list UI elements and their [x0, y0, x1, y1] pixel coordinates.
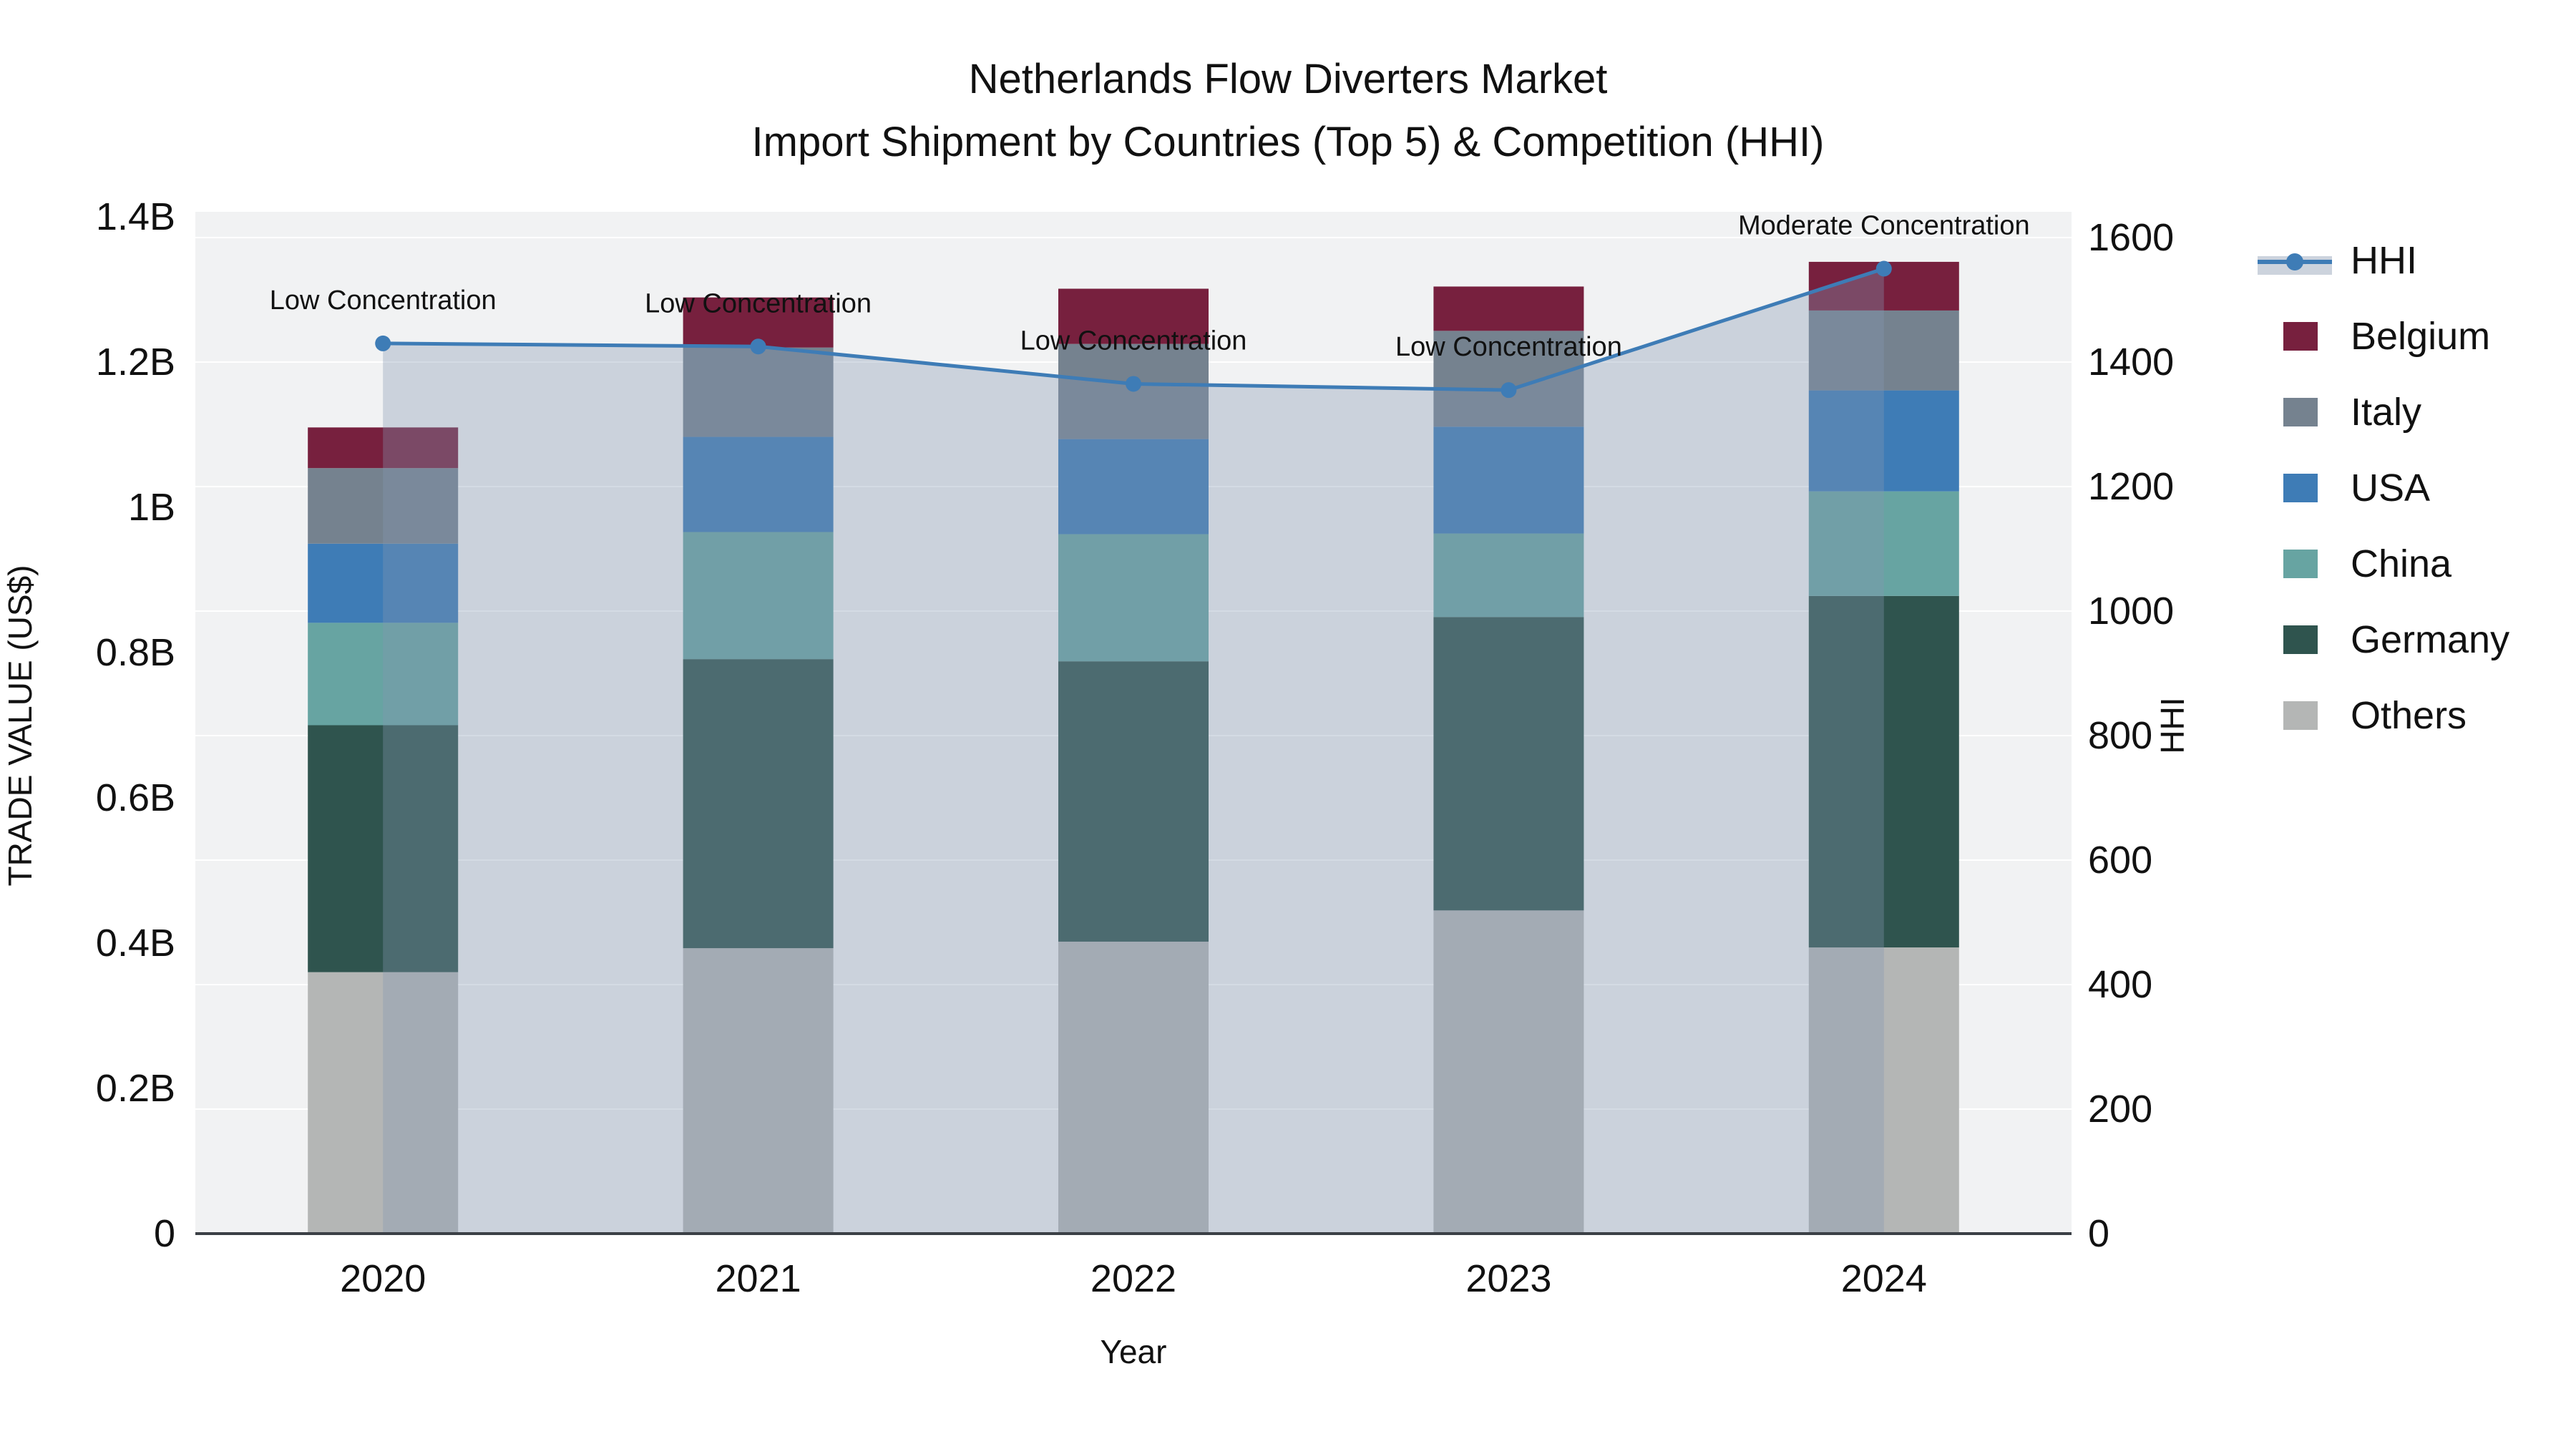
x-axis-title: Year: [1101, 1333, 1167, 1370]
hhi-line-layer: [375, 260, 1892, 399]
legend-label-china: China: [2351, 542, 2452, 585]
right-axis-tick-0: 0: [2088, 1212, 2109, 1255]
right-axis-tick-200: 200: [2088, 1088, 2152, 1131]
right-axis-tick-1600: 1600: [2088, 216, 2174, 259]
bar-segment-2020-italy[interactable]: [308, 468, 459, 544]
hhi-area-fill: [383, 268, 1884, 1234]
hhi-area-layer: [383, 268, 1884, 1234]
chart-title-line1: Netherlands Flow Diverters Market: [969, 56, 1608, 102]
right-y-axis-title: HHI: [2154, 697, 2191, 753]
legend-swatch-china: [2283, 550, 2318, 578]
right-axis-tick-1400: 1400: [2088, 341, 2174, 384]
hhi-marker-2021[interactable]: [750, 338, 766, 355]
annotation-2020: Low Concentration: [270, 286, 497, 316]
bar-segment-2023-italy[interactable]: [1433, 331, 1584, 427]
annotation-2024: Moderate Concentration: [1738, 211, 2030, 241]
legend-item-italy[interactable]: Italy: [2283, 391, 2421, 434]
bar-segment-2023-belgium[interactable]: [1433, 286, 1584, 331]
bar-segment-2024-china[interactable]: [1808, 491, 1959, 596]
left-axis-tick-0.2B: 0.2B: [96, 1067, 175, 1110]
bar-segment-2023-others[interactable]: [1433, 910, 1584, 1234]
legend-label-others: Others: [2351, 694, 2467, 737]
right-axis-tick-1200: 1200: [2088, 465, 2174, 508]
bar-segment-2021-china[interactable]: [683, 532, 834, 660]
legend-swatch-usa: [2283, 474, 2318, 502]
right-axis-tick-800: 800: [2088, 714, 2152, 757]
annotation-2023: Low Concentration: [1395, 332, 1622, 362]
legend-hhi-marker-sample: [2286, 253, 2303, 270]
x-axis-tick-2022: 2022: [1091, 1257, 1176, 1300]
right-axis-tick-400: 400: [2088, 963, 2152, 1006]
bar-segment-2020-belgium[interactable]: [308, 427, 459, 469]
right-axis-tick-1000: 1000: [2088, 590, 2174, 633]
left-axis-tick-0: 0: [154, 1212, 175, 1255]
bar-segment-2022-belgium[interactable]: [1058, 288, 1209, 344]
chart-title-line2: Import Shipment by Countries (Top 5) & C…: [752, 119, 1825, 165]
hhi-marker-2024[interactable]: [1875, 260, 1892, 277]
legend-swatch-belgium: [2283, 322, 2318, 351]
bar-segment-2020-china[interactable]: [308, 623, 459, 726]
legend-label-italy: Italy: [2351, 391, 2421, 434]
bar-segment-2020-others[interactable]: [308, 972, 459, 1234]
bar-segment-2021-usa[interactable]: [683, 436, 834, 532]
left-axis-tick-0.8B: 0.8B: [96, 631, 175, 674]
legend-layer: HHI Belgium Italy USA China Germany Others: [2258, 239, 2509, 737]
annotation-2022: Low Concentration: [1020, 326, 1247, 356]
legend-swatch-germany: [2283, 625, 2318, 654]
bar-segment-2023-usa[interactable]: [1433, 426, 1584, 534]
hhi-marker-2022[interactable]: [1126, 376, 1141, 392]
bar-segment-2021-italy[interactable]: [683, 347, 834, 437]
hhi-marker-2023[interactable]: [1501, 382, 1517, 399]
bar-segment-2020-germany[interactable]: [308, 725, 459, 972]
left-y-axis-title: TRADE VALUE (US$): [1, 565, 39, 886]
legend-label-germany: Germany: [2351, 618, 2509, 661]
left-axis-tick-0.4B: 0.4B: [96, 922, 175, 965]
bar-segment-2024-usa[interactable]: [1808, 390, 1959, 492]
legend-swatch-others: [2283, 701, 2318, 730]
x-axis-tick-2023: 2023: [1465, 1257, 1551, 1300]
hhi-marker-2020[interactable]: [375, 335, 391, 351]
bars-layer: [308, 261, 1959, 1234]
legend-label-belgium: Belgium: [2351, 315, 2490, 358]
bar-segment-2023-germany[interactable]: [1433, 617, 1584, 911]
bar-segment-2022-germany[interactable]: [1058, 661, 1209, 942]
legend-label-hhi: HHI: [2351, 239, 2417, 282]
bar-segment-2023-china[interactable]: [1433, 533, 1584, 618]
bar-segment-2022-usa[interactable]: [1058, 439, 1209, 535]
bar-segment-2020-usa[interactable]: [308, 543, 459, 623]
bar-segment-2022-others[interactable]: [1058, 941, 1209, 1234]
axes-layer: 0 0.2B 0.4B 0.6B 0.8B 1B 1.2B 1.4B 0 200 400 600 800…: [96, 195, 2174, 1300]
legend-item-china[interactable]: China: [2283, 542, 2452, 585]
bar-segment-2021-germany[interactable]: [683, 659, 834, 949]
bar-segment-2024-others[interactable]: [1808, 947, 1959, 1234]
bar-segment-2022-china[interactable]: [1058, 534, 1209, 662]
legend-item-usa[interactable]: USA: [2283, 467, 2430, 509]
left-axis-tick-0.6B: 0.6B: [96, 776, 175, 819]
legend-label-usa: USA: [2351, 467, 2430, 509]
left-axis-tick-1B: 1B: [128, 486, 175, 529]
legend-item-hhi[interactable]: HHI: [2258, 239, 2417, 282]
bar-segment-2024-italy[interactable]: [1808, 310, 1959, 391]
x-axis-tick-2024: 2024: [1841, 1257, 1927, 1300]
annotation-2021: Low Concentration: [645, 288, 872, 318]
legend-item-belgium[interactable]: Belgium: [2283, 315, 2490, 358]
x-axis-tick-2021: 2021: [716, 1257, 801, 1300]
right-axis-tick-600: 600: [2088, 839, 2152, 882]
left-axis-tick-1.4B: 1.4B: [96, 195, 175, 238]
x-axis-tick-2020: 2020: [340, 1257, 426, 1300]
legend-item-others[interactable]: Others: [2283, 694, 2467, 737]
bar-segment-2021-others[interactable]: [683, 948, 834, 1234]
left-axis-tick-1.2B: 1.2B: [96, 341, 175, 384]
bar-segment-2024-germany[interactable]: [1808, 595, 1959, 948]
legend-item-germany[interactable]: Germany: [2283, 618, 2509, 661]
annotations-layer: Low Concentration Low Concentration Low Co…: [270, 211, 2030, 363]
legend-swatch-italy: [2283, 398, 2318, 426]
